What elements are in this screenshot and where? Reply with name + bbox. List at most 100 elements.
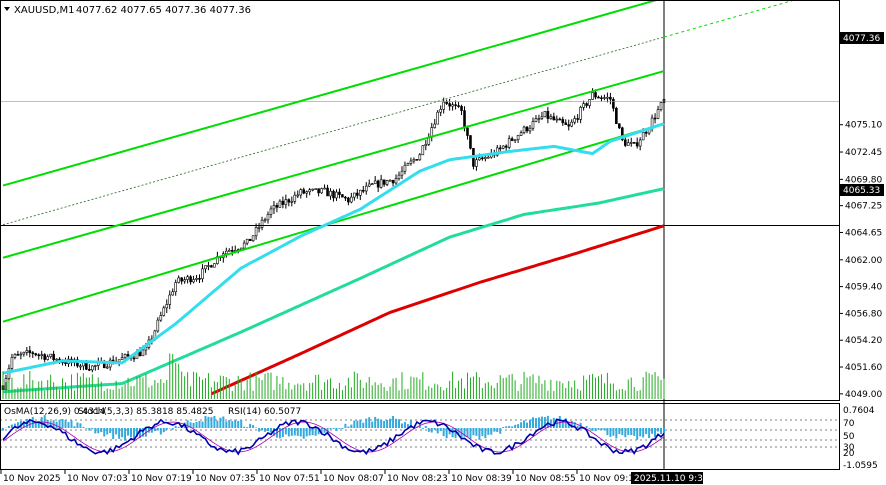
candle (561, 116, 565, 126)
candle-body (555, 118, 559, 121)
candle (335, 189, 338, 201)
candle (472, 147, 475, 170)
candle (210, 264, 213, 268)
candle (609, 92, 612, 105)
candle (213, 263, 216, 268)
candle (564, 119, 568, 125)
candle-body (373, 180, 377, 185)
candle-body (46, 356, 49, 360)
candle-body (281, 200, 285, 205)
candle-body (364, 185, 368, 192)
candle (248, 238, 252, 241)
candle-body (609, 96, 612, 100)
candle-body (40, 354, 44, 356)
candle (356, 188, 359, 199)
candle-body (382, 179, 386, 185)
candle-body (308, 189, 311, 193)
channel-lower-line (2, 70, 665, 259)
candle (424, 139, 428, 151)
candle-body (454, 104, 457, 106)
candle (22, 351, 26, 357)
x-tick-label: 10 Nov 07:35 (195, 474, 256, 484)
candle (570, 119, 573, 128)
candle-body (350, 196, 353, 203)
candle-body (436, 111, 440, 125)
candle (373, 176, 377, 185)
candle (546, 106, 550, 124)
candle-body (317, 188, 320, 194)
candle (600, 95, 603, 102)
candle-body (335, 191, 338, 199)
candle-body (656, 109, 660, 119)
candle (13, 353, 17, 360)
candle (415, 159, 419, 161)
candle (275, 202, 279, 213)
candle-body (272, 205, 276, 210)
candle-body (25, 350, 29, 353)
candle-body (540, 116, 544, 119)
candle-body (534, 118, 538, 122)
candle (522, 125, 526, 135)
candle (198, 274, 201, 284)
candle-body (433, 123, 437, 128)
candle-body (603, 97, 606, 99)
candle (204, 265, 207, 273)
candle (385, 179, 389, 187)
candle-body (296, 194, 300, 197)
main-window-frame (0, 0, 840, 401)
candle-body (606, 96, 609, 99)
candle-body (284, 199, 288, 205)
ohlc-label: 4077.62 4077.65 4077.36 4077.36 (76, 5, 251, 16)
candle-body (439, 109, 442, 113)
candle-body (171, 291, 175, 296)
candle-body (204, 265, 207, 270)
candle (165, 299, 169, 313)
indicator-lines (0, 0, 839, 470)
candle-body (466, 127, 469, 136)
candle (391, 179, 395, 187)
candle-body (528, 127, 532, 132)
x-tick-label: 10 Nov 07:03 (67, 474, 128, 484)
candle (34, 352, 38, 357)
candle (296, 190, 300, 199)
candle-body (567, 124, 571, 127)
candle (177, 275, 180, 284)
candle-body (644, 131, 648, 134)
level-30: 30 (843, 443, 855, 453)
candle-body (513, 139, 517, 141)
candle-body (314, 188, 317, 190)
candle (498, 144, 502, 152)
candle-body (186, 276, 189, 280)
candle (168, 290, 172, 310)
candle (364, 182, 368, 195)
chevron-down-icon[interactable] (4, 7, 10, 11)
candle (606, 92, 609, 103)
candle (656, 105, 660, 120)
candle (287, 198, 291, 207)
candle-body (409, 160, 413, 164)
ma-mid-line (2, 187, 665, 394)
candle-body (424, 143, 428, 147)
candle-body (302, 189, 306, 194)
candle-body (379, 179, 383, 188)
candle-body (323, 187, 326, 190)
candle (156, 317, 160, 333)
candle (626, 138, 630, 146)
candle-body (442, 101, 445, 110)
candle-body (615, 107, 618, 125)
candle-body (385, 180, 389, 185)
candle (659, 101, 663, 112)
candle (367, 179, 371, 188)
candle-body (629, 142, 633, 144)
candle-body (156, 319, 160, 332)
candle (466, 125, 469, 140)
candle-body (516, 135, 520, 140)
candle (519, 130, 523, 136)
y-tick-label: 4067.25 (845, 202, 882, 212)
y-tick-label: 4056.80 (845, 309, 882, 319)
line-price-label: 4065.33 (843, 186, 880, 196)
candle-body (388, 179, 392, 182)
cursor-time-tag: 2025.11.10 9:33 (631, 472, 709, 484)
candle (323, 184, 326, 190)
